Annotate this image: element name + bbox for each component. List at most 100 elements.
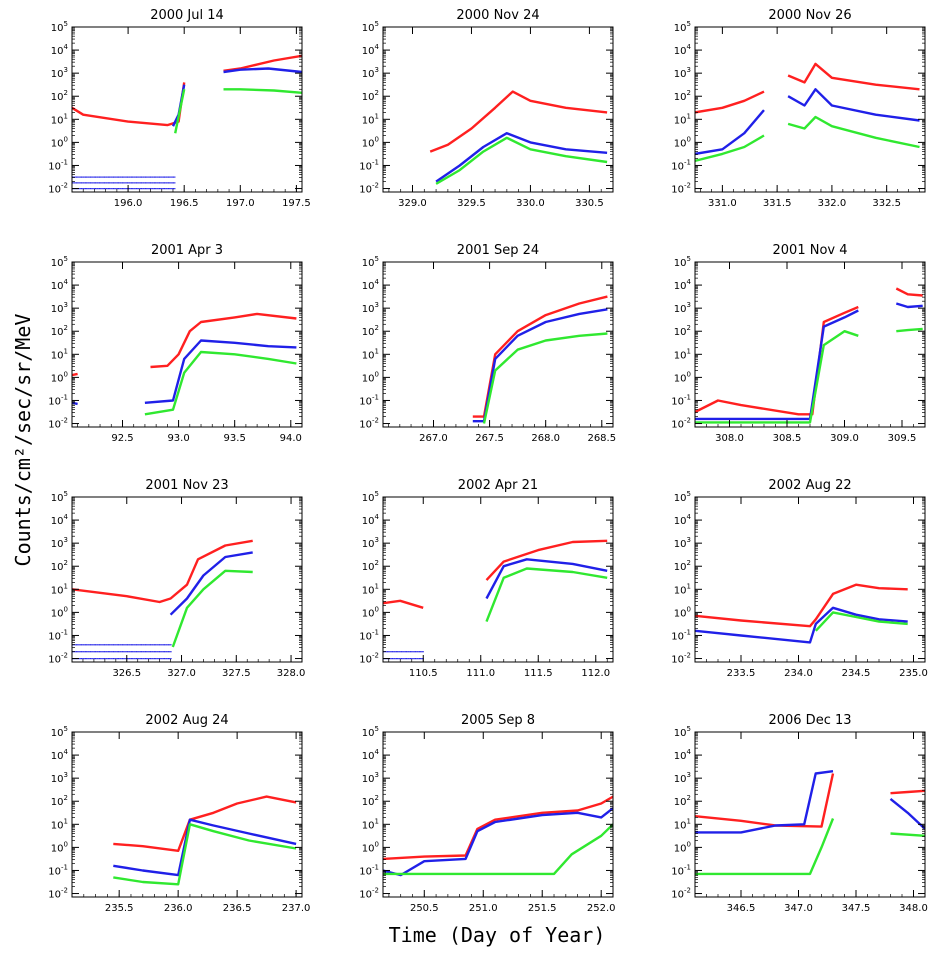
data-point-blue [171, 182, 173, 184]
y-tick-label: 101 [51, 582, 68, 596]
data-point-blue [118, 658, 120, 660]
series-green-line [174, 89, 186, 134]
data-point-blue [165, 644, 167, 646]
data-point-blue [166, 188, 168, 190]
panel: 2006 Dec 13 10-2 10-1 100 101 102 103 104 105 346… [671, 713, 928, 914]
data-point-blue [80, 182, 83, 184]
y-tick-label: 104 [674, 513, 692, 527]
data-point-blue [116, 644, 118, 646]
series-green-line [223, 88, 302, 94]
data-point-blue [92, 182, 94, 184]
data-point-blue [142, 658, 144, 660]
data-point-blue [160, 182, 162, 184]
data-point-blue [402, 658, 404, 660]
y-tick-label: 105 [674, 255, 691, 269]
x-tick-label: 268.0 [531, 433, 560, 444]
y-tick-label: 104 [674, 278, 692, 292]
data-point-blue [132, 182, 134, 184]
data-point-blue [155, 176, 157, 178]
series-red-line [485, 539, 608, 581]
data-point-blue [105, 182, 107, 184]
data-point-blue [74, 182, 76, 184]
data-point-blue [133, 182, 135, 184]
data-point-blue [109, 644, 111, 646]
series-red-line [695, 305, 859, 416]
plot-frame [71, 496, 303, 663]
data-point-blue [386, 651, 389, 653]
data-point-blue [119, 176, 121, 178]
data-point-blue [409, 651, 412, 653]
data-point-blue [103, 644, 106, 646]
x-axis-label: Time (Day of Year) [389, 923, 606, 947]
data-point-blue [411, 658, 413, 660]
y-tick-label: 10-1 [359, 863, 379, 877]
data-point-blue [172, 188, 175, 190]
data-point-blue [98, 182, 101, 184]
data-point-blue [100, 182, 102, 184]
data-point-blue [400, 651, 403, 653]
x-tick-label: 348.0 [899, 903, 928, 914]
y-tick-label: 105 [674, 725, 691, 739]
y-tick-label: 10-1 [48, 393, 68, 407]
data-point-blue [112, 658, 115, 660]
x-tick-label: 236.0 [164, 903, 193, 914]
data-point-blue [93, 658, 95, 660]
data-point-blue [103, 188, 106, 190]
data-point-blue [78, 176, 80, 178]
series-blue-line [895, 302, 923, 309]
data-point-blue [84, 176, 86, 178]
data-point-blue [77, 176, 79, 178]
series-red-line [383, 599, 424, 609]
y-tick-label: 10-1 [359, 158, 379, 172]
y-tick-label: 103 [674, 771, 691, 785]
x-tick-label: 309.0 [830, 433, 859, 444]
data-point-blue [152, 651, 154, 653]
data-point-blue [414, 651, 417, 653]
data-point-blue [134, 651, 136, 653]
data-point-blue [115, 182, 117, 184]
y-tick-label: 10-2 [48, 887, 68, 901]
data-point-blue [98, 188, 101, 190]
data-point-blue [420, 651, 422, 653]
data-point-blue [75, 644, 78, 646]
data-point-blue [394, 658, 396, 660]
data-point-blue [133, 176, 135, 178]
y-tick-label: 102 [362, 794, 379, 808]
data-point-blue [118, 188, 120, 190]
series-green-line [485, 567, 608, 623]
x-tick-label: 196.5 [170, 198, 199, 209]
data-point-blue [148, 188, 150, 190]
data-point-blue [121, 651, 124, 653]
data-point-blue [107, 188, 109, 190]
data-point-blue [138, 176, 140, 178]
data-point-blue [146, 176, 148, 178]
data-point-blue [174, 176, 176, 178]
data-point-blue [164, 188, 166, 190]
data-point-blue [147, 644, 149, 646]
data-point-blue [77, 644, 79, 646]
y-tick-label: 104 [362, 748, 380, 762]
data-point-blue [86, 182, 88, 184]
data-point-blue [82, 182, 84, 184]
data-point-blue [153, 176, 155, 178]
data-point-blue [128, 658, 130, 660]
data-point-blue [151, 188, 153, 190]
plot-area [113, 795, 297, 886]
data-point-blue [95, 188, 97, 190]
x-tick-label: 196.0 [114, 198, 143, 209]
data-point-blue [394, 651, 396, 653]
panel: 2001 Apr 3 10-2 10-1 100 101 102 103 104 105 92.5… [48, 243, 303, 444]
panel-title: 2000 Nov 26 [768, 8, 851, 23]
data-point-blue [96, 651, 98, 653]
series-blue-line [889, 797, 925, 830]
data-point-blue [156, 182, 158, 184]
data-point-blue [129, 188, 131, 190]
data-point-blue [170, 658, 172, 660]
x-tick-label: 112.0 [581, 668, 610, 679]
data-point-blue [147, 658, 149, 660]
y-tick-label: 10-1 [359, 393, 379, 407]
data-point-blue [417, 658, 419, 660]
data-point-blue [96, 188, 98, 190]
x-tick-label: 308.0 [715, 433, 744, 444]
data-point-blue [160, 176, 162, 178]
